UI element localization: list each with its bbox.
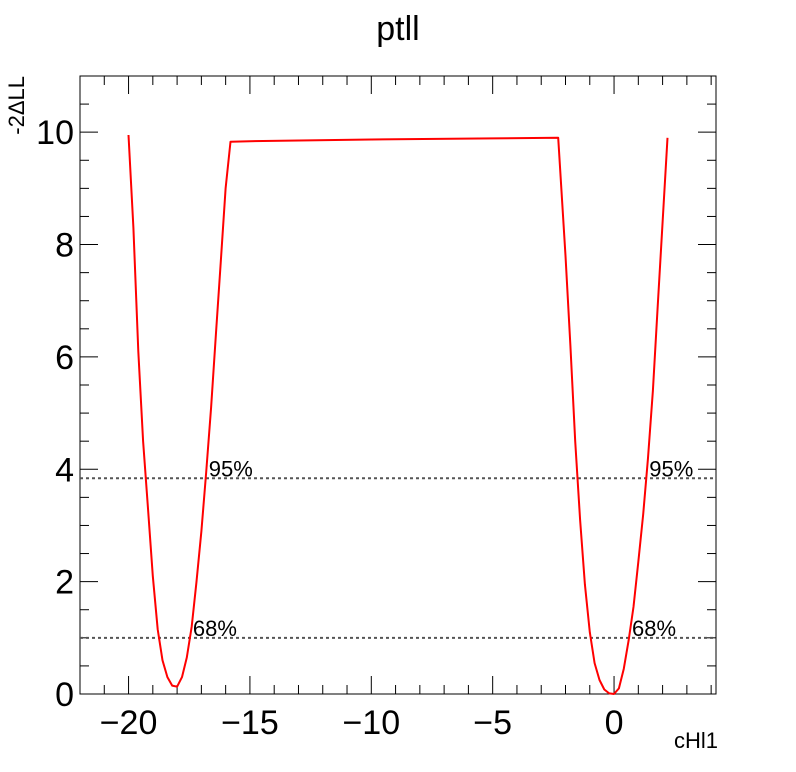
x-tick-label: −20 xyxy=(100,704,158,742)
y-tick-label: 2 xyxy=(55,564,74,602)
plot-frame xyxy=(79,75,717,695)
reference-line-label: 95% xyxy=(209,456,253,481)
y-tick-label: 4 xyxy=(55,451,74,489)
y-tick-label: 10 xyxy=(36,114,74,152)
x-tick-label: −15 xyxy=(221,704,279,742)
tick-labels: −20 −15 −10 −5 0 0 2 4 6 8 10 xyxy=(36,114,623,742)
chart-title: ptll xyxy=(376,10,419,48)
reference-line-label: 95% xyxy=(649,456,693,481)
likelihood-curve xyxy=(127,134,669,695)
x-tick-label: 0 xyxy=(605,704,624,742)
reference-line-label: 68% xyxy=(193,616,237,641)
y-axis-title: -2ΔLL xyxy=(4,76,29,135)
x-axis-title: cHl1 xyxy=(674,728,718,753)
x-tick-label: −10 xyxy=(342,704,400,742)
x-tick-label: −5 xyxy=(473,704,512,742)
axis-minor-ticks xyxy=(79,75,716,695)
y-tick-label: 8 xyxy=(55,227,74,265)
series-group xyxy=(127,134,669,695)
reference-line-label: 68% xyxy=(632,616,676,641)
y-tick-label: 6 xyxy=(55,339,74,377)
y-tick-label: 0 xyxy=(55,676,74,714)
reference-lines: 95% 95% 68% 68% xyxy=(80,456,716,641)
